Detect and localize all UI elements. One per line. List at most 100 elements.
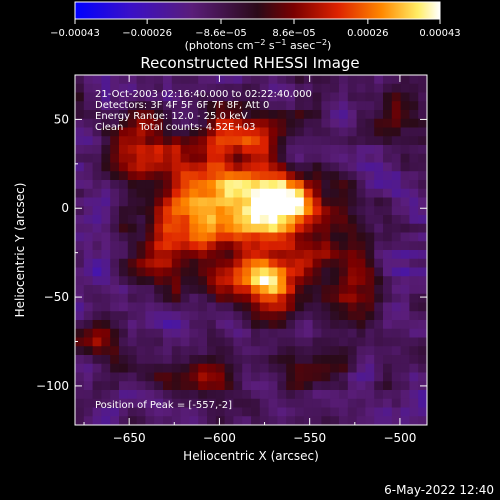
heatmap-cell: [277, 398, 287, 409]
heatmap-cell: [400, 171, 410, 181]
heatmap-cell: [400, 180, 410, 190]
heatmap-cell: [268, 75, 278, 85]
heatmap-cell: [277, 75, 287, 85]
heatmap-cell: [347, 92, 358, 102]
heatmap-cell: [303, 302, 314, 312]
heatmap-cell: [242, 118, 252, 129]
heatmap-cell: [277, 206, 287, 216]
heatmap-cell: [136, 101, 146, 111]
heatmap-cell: [224, 258, 234, 269]
heatmap-cell: [400, 276, 410, 286]
heatmap-cell: [409, 127, 419, 137]
heatmap-cell: [391, 153, 402, 164]
heatmap-cell: [101, 215, 111, 225]
heatmap-cell: [339, 162, 349, 172]
heatmap-cell: [286, 145, 296, 155]
heatmap-cell: [268, 171, 278, 181]
heatmap-cell: [259, 346, 270, 356]
heatmap-cell: [321, 276, 331, 286]
heatmap-cell: [75, 188, 85, 199]
heatmap-cell: [259, 285, 270, 295]
heatmap-cell: [224, 363, 234, 374]
heatmap-cell: [339, 258, 349, 269]
heatmap-cell: [409, 215, 419, 225]
heatmap-cell: [321, 407, 331, 417]
heatmap-cell: [268, 206, 278, 216]
heatmap-cell: [189, 127, 199, 137]
heatmap-cell: [119, 363, 129, 374]
heatmap-cell: [418, 293, 427, 304]
heatmap-cell: [400, 145, 410, 155]
heatmap-cell: [224, 302, 234, 312]
heatmap-cell: [383, 241, 393, 251]
heatmap-cell: [198, 311, 208, 321]
heatmap-cell: [418, 302, 427, 312]
heatmap-cell: [339, 101, 349, 111]
heatmap-cell: [224, 381, 234, 391]
heatmap-cell: [233, 250, 243, 260]
heatmap-cell: [242, 215, 252, 225]
heatmap-cell: [189, 390, 199, 400]
heatmap-cell: [259, 101, 270, 111]
heatmap-cell: [347, 197, 358, 207]
heatmap-cell: [198, 337, 208, 347]
heatmap-cell: [207, 110, 217, 120]
x-tick-label: −500: [383, 431, 416, 445]
heatmap-cell: [127, 258, 138, 269]
heatmap-cell: [295, 346, 305, 356]
heatmap-cell: [233, 407, 243, 417]
heatmap-cell: [312, 337, 322, 347]
heatmap-cell: [101, 118, 111, 129]
heatmap-cell: [312, 381, 322, 391]
heatmap-cell: [251, 197, 261, 207]
heatmap-cell: [180, 83, 190, 94]
heatmap-cell: [312, 223, 322, 234]
heatmap-cell: [189, 153, 199, 164]
heatmap-cell: [233, 110, 243, 120]
heatmap-cell: [374, 276, 384, 286]
heatmap-cell: [224, 127, 234, 137]
heatmap-cell: [119, 162, 129, 172]
heatmap-cell: [365, 398, 375, 409]
heatmap-cell: [391, 381, 402, 391]
heatmap-cell: [180, 372, 190, 382]
heatmap-cell: [286, 293, 296, 304]
heatmap-cell: [409, 337, 419, 347]
heatmap-cell: [409, 293, 419, 304]
heatmap-cell: [189, 416, 199, 425]
heatmap-cell: [286, 162, 296, 172]
heatmap-cell: [295, 188, 305, 199]
heatmap-cell: [136, 136, 146, 146]
heatmap-cell: [295, 293, 305, 304]
heatmap-cell: [321, 206, 331, 216]
heatmap-cell: [409, 223, 419, 234]
heatmap-cell: [330, 293, 340, 304]
heatmap-cell: [277, 250, 287, 260]
heatmap-cell: [215, 223, 226, 234]
heatmap-cell: [110, 416, 120, 425]
heatmap-cell: [365, 355, 375, 365]
heatmap-cell: [154, 285, 164, 295]
heatmap-cell: [171, 267, 182, 277]
heatmap-cell: [400, 188, 410, 199]
heatmap-cell: [383, 267, 393, 277]
heatmap-cell: [154, 250, 164, 260]
heatmap-cell: [110, 145, 120, 155]
heatmap-cell: [374, 267, 384, 277]
heatmap-cell: [418, 223, 427, 234]
heatmap-cell: [339, 267, 349, 277]
heatmap-cell: [251, 83, 261, 94]
heatmap-cell: [330, 101, 340, 111]
heatmap-cell: [365, 162, 375, 172]
heatmap-cell: [303, 197, 314, 207]
heatmap-cell: [224, 276, 234, 286]
heatmap-cell: [374, 407, 384, 417]
heatmap-cell: [224, 372, 234, 382]
heatmap-cell: [136, 337, 146, 347]
heatmap-cell: [251, 346, 261, 356]
heatmap-cell: [259, 328, 270, 339]
heatmap-cell: [365, 258, 375, 269]
heatmap-cell: [224, 75, 234, 85]
heatmap-cell: [198, 136, 208, 146]
heatmap-cell: [251, 136, 261, 146]
